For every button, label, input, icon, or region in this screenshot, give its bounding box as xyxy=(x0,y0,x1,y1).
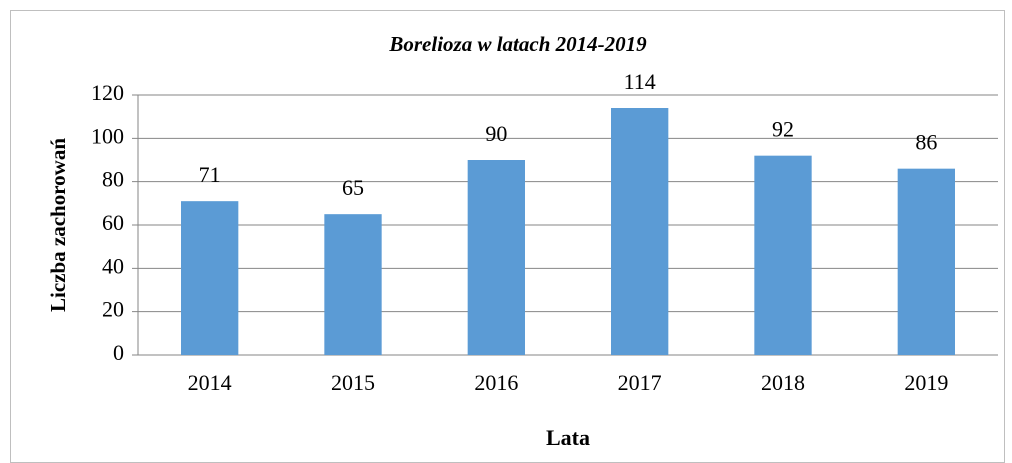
bar xyxy=(897,168,955,355)
y-tick-label: 40 xyxy=(102,253,124,278)
y-axis-label: Liczba zachorowań xyxy=(46,138,70,312)
data-label: 71 xyxy=(199,162,221,187)
y-tick-label: 20 xyxy=(102,297,124,322)
x-tick-label: 2015 xyxy=(331,370,375,395)
bar xyxy=(754,155,812,355)
data-label: 90 xyxy=(485,121,507,146)
bar xyxy=(467,160,525,355)
data-label: 92 xyxy=(772,117,794,142)
y-tick-label: 0 xyxy=(113,340,124,365)
bar xyxy=(181,201,239,355)
x-tick-label: 2016 xyxy=(474,370,518,395)
x-tick-label: 2018 xyxy=(761,370,805,395)
data-label: 86 xyxy=(915,130,937,155)
data-label: 114 xyxy=(624,69,656,94)
bar xyxy=(611,108,669,355)
x-tick-label: 2017 xyxy=(618,370,662,395)
y-tick-label: 100 xyxy=(91,123,124,148)
y-tick-label: 80 xyxy=(102,167,124,192)
bar xyxy=(324,214,382,355)
data-label: 65 xyxy=(342,175,364,200)
x-tick-label: 2019 xyxy=(904,370,948,395)
chart-title: Borelioza w latach 2014-2019 xyxy=(388,32,647,56)
y-tick-label: 120 xyxy=(91,80,124,105)
x-axis-label: Lata xyxy=(546,425,590,450)
x-tick-label: 2014 xyxy=(188,370,232,395)
y-tick-label: 60 xyxy=(102,210,124,235)
